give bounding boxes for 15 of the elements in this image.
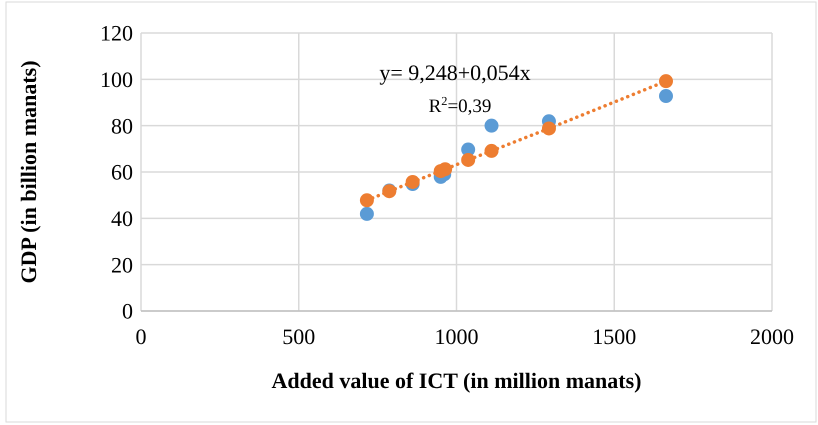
- y-tick-label: 0: [122, 298, 133, 324]
- y-axis-title: GDP (in billion manats): [16, 60, 41, 284]
- y-tick-label: 20: [111, 252, 133, 278]
- y-tick-label: 120: [100, 20, 133, 46]
- y-tick-label: 60: [111, 160, 133, 185]
- x-tick-label: 1000: [434, 324, 478, 349]
- x-axis-title: Added value of ICT (in million manats): [272, 368, 642, 393]
- x-tick-label: 500: [282, 324, 316, 349]
- x-tick-label: 2000: [750, 324, 794, 349]
- annotation: R$^{2}$=0,39: [428, 94, 492, 117]
- y-tick-label: 80: [111, 113, 133, 138]
- x-tick-label: 1500: [592, 324, 636, 349]
- annotation: y= 9,248+0,054x: [379, 60, 531, 85]
- y-tick-label: 40: [111, 206, 133, 232]
- y-tick-label: 100: [100, 67, 133, 92]
